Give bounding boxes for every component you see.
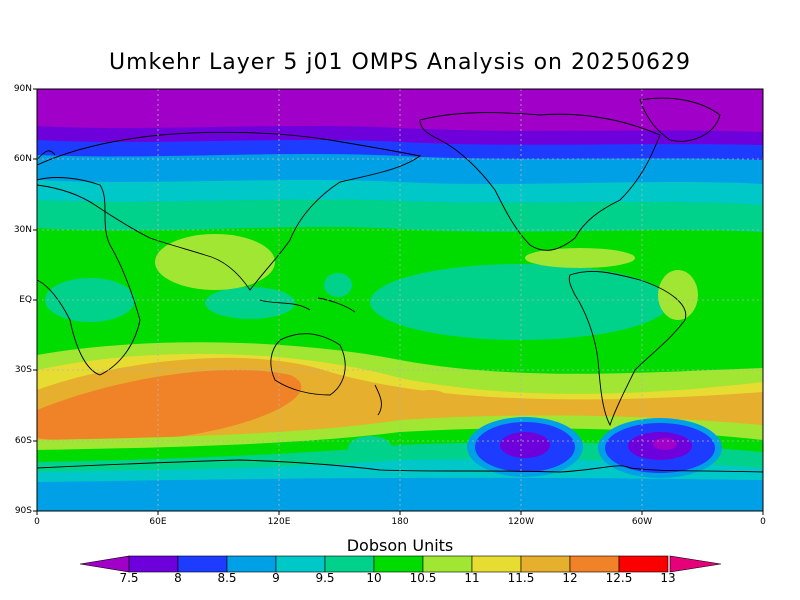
x-tick-label: 120W	[507, 517, 535, 527]
colorbar-swatch	[569, 555, 620, 573]
y-tick-label: 30S	[14, 365, 32, 375]
x-tick-label: 0	[760, 517, 766, 527]
colorbar-swatch	[324, 555, 375, 573]
coast-europe-asia	[37, 131, 422, 291]
low-7-5-120w	[500, 432, 550, 458]
low-7-60w	[653, 438, 677, 450]
colorbar-swatch	[471, 555, 522, 573]
tick-marks	[33, 88, 764, 515]
y-tick-label: EQ	[19, 295, 32, 305]
colorbar-label: 12	[562, 571, 578, 585]
patch-11-india	[155, 234, 275, 290]
colorbar-swatch	[226, 555, 277, 573]
patch-12-south-pacific	[412, 390, 448, 406]
coast-britain	[37, 150, 56, 161]
patch-10-indian	[205, 287, 295, 319]
patch-10-south-60e	[348, 436, 392, 460]
colorbar-title: Dobson Units	[346, 536, 454, 555]
coast-antarctica	[37, 459, 763, 473]
patch-11-caribbean	[525, 248, 635, 268]
coast-south-america	[568, 270, 687, 427]
colorbar-swatch	[373, 555, 424, 573]
coast-greenland	[639, 97, 721, 142]
coast-africa	[37, 177, 141, 376]
coast-indonesia	[259, 297, 356, 313]
band-n-9-5	[37, 180, 763, 205]
x-tick-label: 180	[391, 517, 409, 527]
x-tick-label: 0	[34, 517, 40, 527]
chart-title: Umkehr Layer 5 j01 OMPS Analysis on 2025…	[109, 50, 691, 75]
colorbar-high-arrow	[669, 555, 722, 573]
colorbar-label: 11	[464, 571, 480, 585]
y-tick-label: 30N	[13, 225, 32, 235]
colorbar-label: 12.5	[605, 571, 633, 585]
colorbar-label: 9.5	[315, 571, 335, 585]
colorbar-label: 7.5	[119, 571, 139, 585]
patch-10-eq-pacific	[370, 264, 670, 340]
colorbar-label: 8	[174, 571, 182, 585]
colorbar-swatch	[128, 555, 179, 573]
x-tick-label: 60W	[631, 517, 653, 527]
x-tick-label: 120E	[267, 517, 291, 527]
colorbar	[79, 555, 722, 573]
colorbar-low-arrow	[79, 555, 130, 573]
patch-10-wpac	[324, 273, 352, 297]
y-tick-label: 90N	[13, 84, 32, 94]
colorbar-swatch	[520, 555, 571, 573]
patch-10-eq-africa	[45, 278, 135, 322]
patch-11-brazil	[658, 270, 698, 320]
band-s-12-5	[37, 369, 302, 443]
colorbar-swatch	[275, 555, 326, 573]
colorbar-swatch	[422, 555, 473, 573]
colorbar-swatch	[618, 555, 669, 573]
y-tick-label: 60N	[13, 154, 32, 164]
y-tick-label: 60S	[14, 436, 32, 446]
coast-new-zealand	[374, 384, 382, 416]
y-tick-label: 90S	[14, 506, 32, 516]
colorbar-label: 10.5	[409, 571, 437, 585]
contour-field	[37, 89, 763, 511]
colorbar-label: 13	[660, 571, 676, 585]
colorbar-swatch	[177, 555, 228, 573]
coast-australia	[270, 333, 346, 396]
colorbar-label: 9	[272, 571, 280, 585]
colorbar-label: 10	[366, 571, 382, 585]
gridlines	[37, 89, 763, 511]
x-tick-label: 60E	[149, 517, 167, 527]
colorbar-label: 8.5	[217, 571, 237, 585]
colorbar-label: 11.5	[507, 571, 535, 585]
